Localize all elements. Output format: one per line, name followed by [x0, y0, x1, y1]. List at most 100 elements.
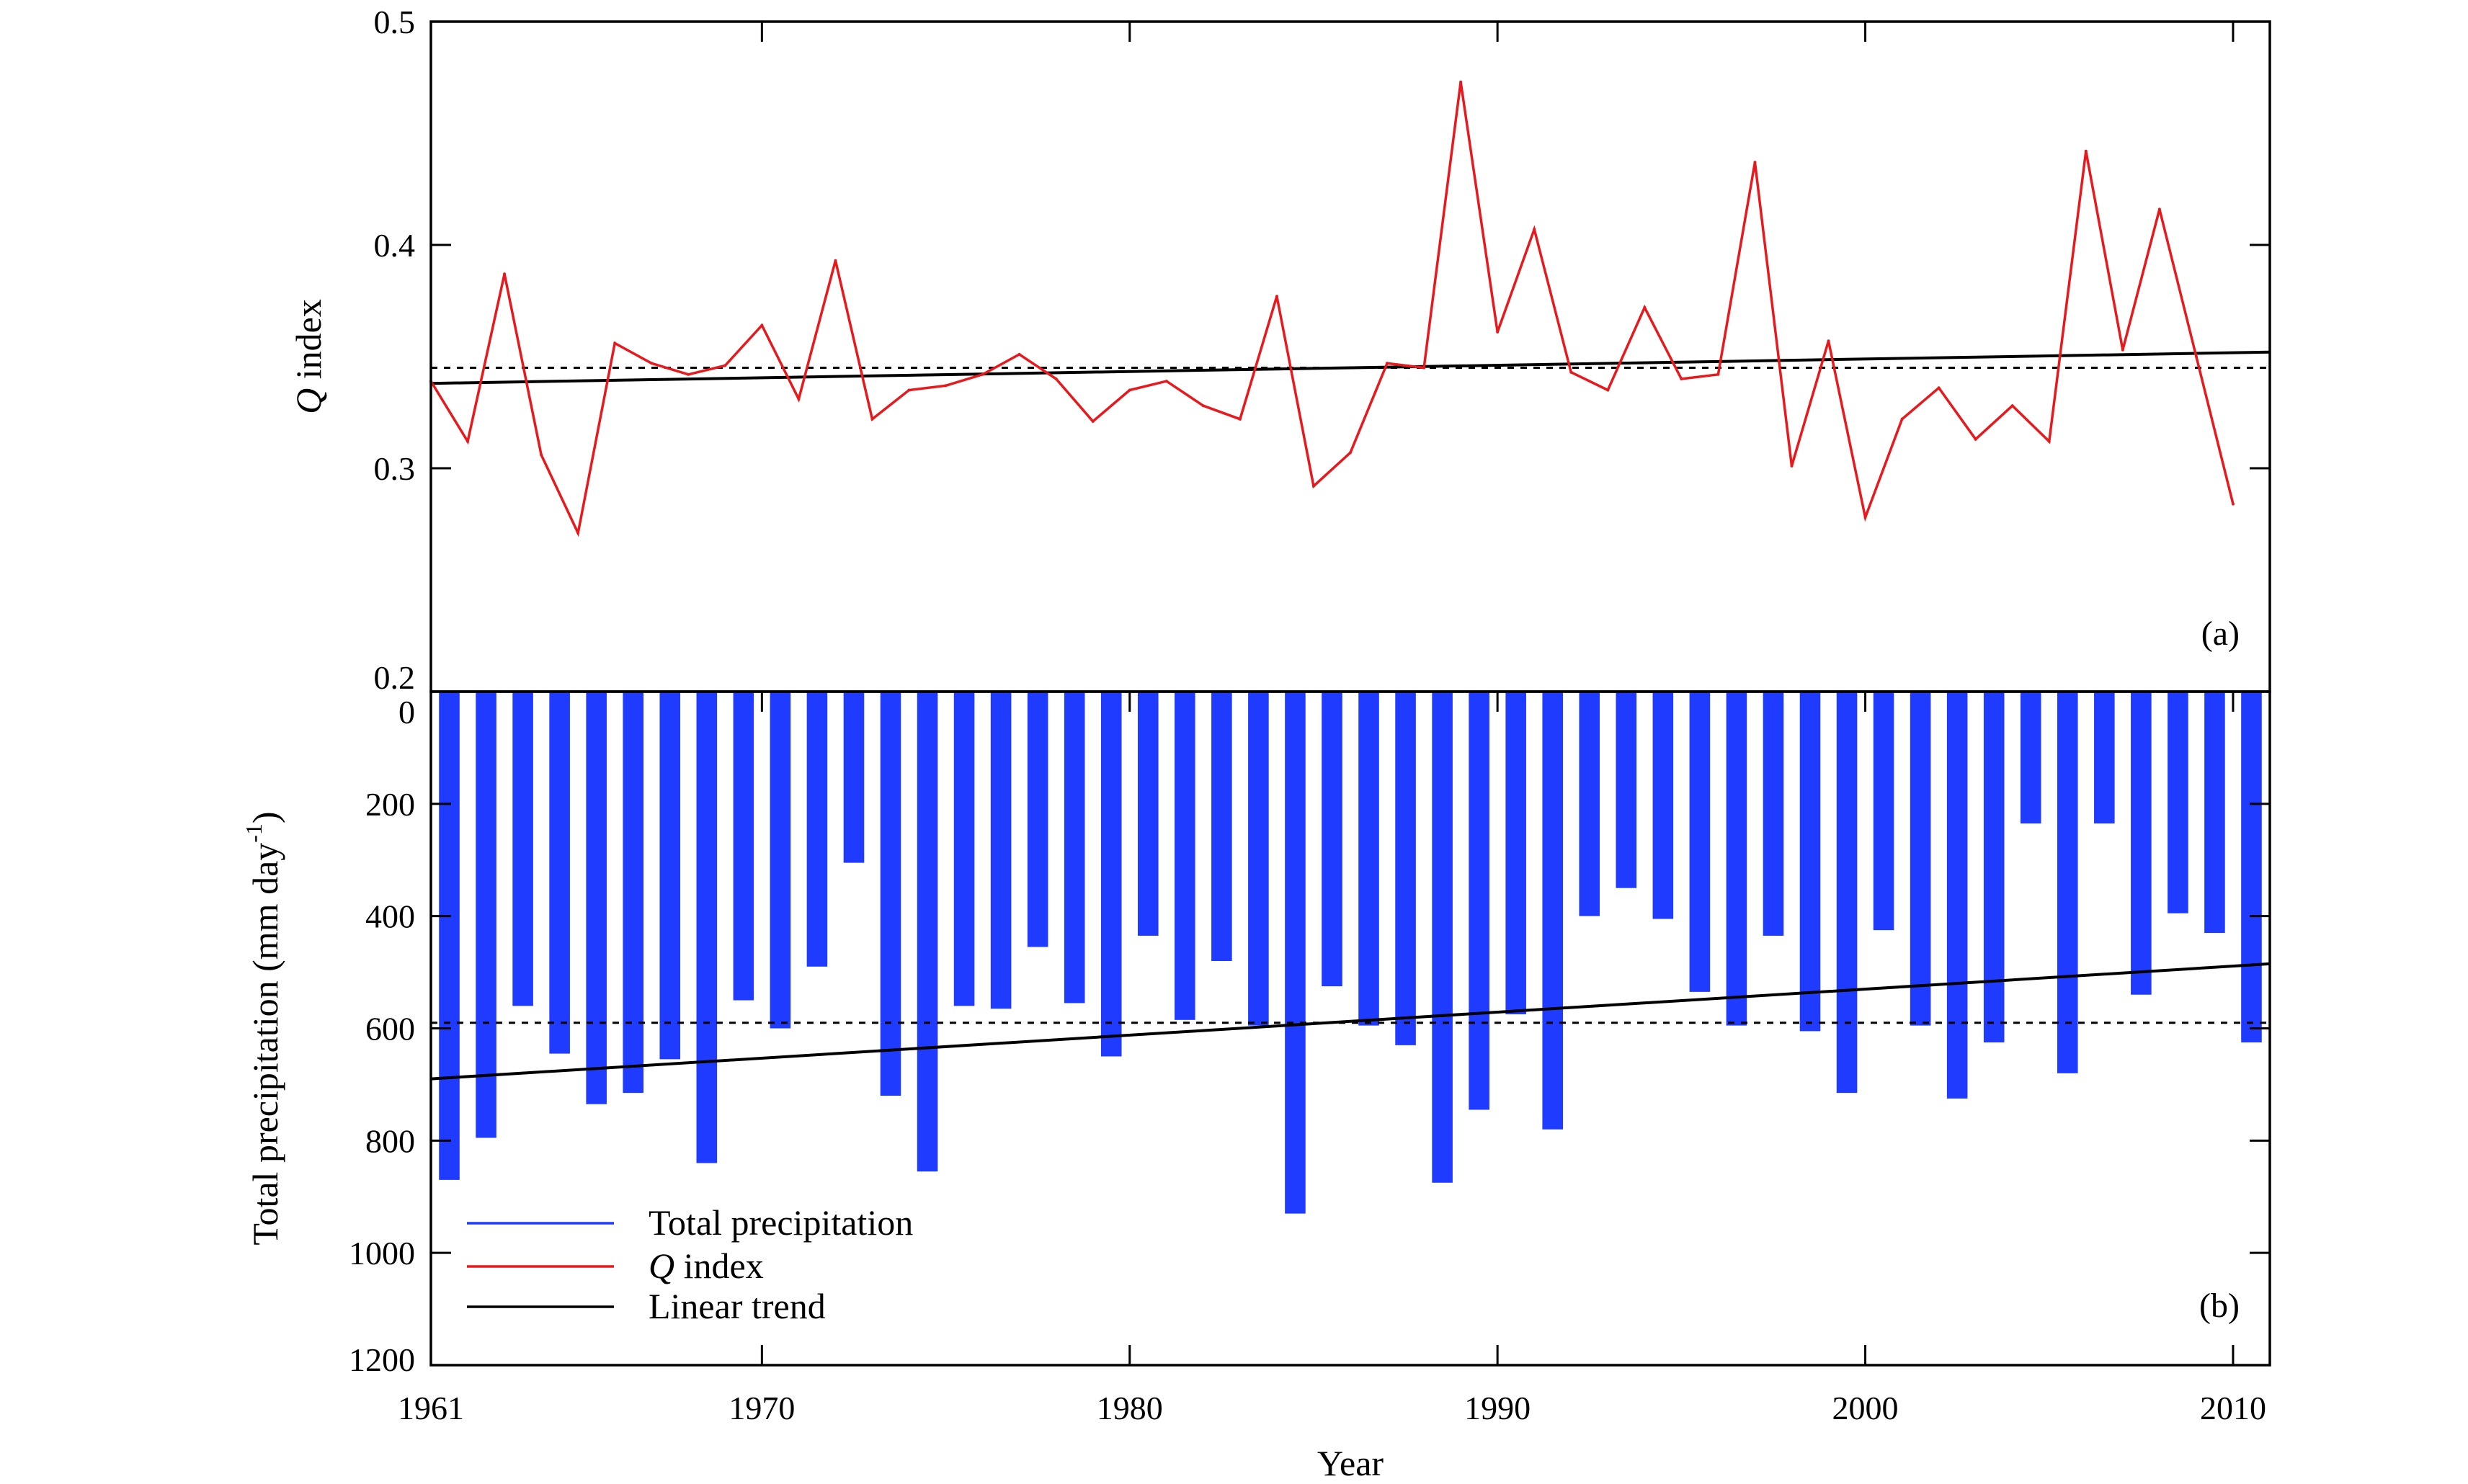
precipitation-bar [2131, 692, 2152, 995]
precipitation-bar [1211, 692, 1232, 961]
precipitation-bar [1100, 692, 1122, 1057]
panel-b-ytick-label: 1200 [349, 1341, 415, 1378]
q-index-point [1974, 437, 1977, 441]
panel-b-ytick-label: 800 [365, 1122, 415, 1159]
q-index-point [1349, 451, 1352, 455]
q-index-point [1386, 362, 1389, 365]
precipitation-bar [2057, 692, 2078, 1073]
q-index-point [1017, 352, 1021, 356]
panel-b-reference-lines [430, 962, 2271, 1081]
precipitation-bar [549, 692, 570, 1054]
panel-a-tag: (a) [2201, 614, 2240, 653]
panel-b-ytick-label: 1000 [349, 1235, 415, 1271]
q-index-point [2084, 149, 2088, 153]
q-index-line [429, 81, 2235, 537]
q-index-point [1238, 417, 1242, 421]
x-tick-label: 1990 [1464, 1390, 1531, 1426]
precipitation-bar [843, 692, 865, 863]
precipitation-bar [733, 692, 754, 1001]
q-index-point [1091, 419, 1095, 423]
q-index-point [1643, 305, 1647, 309]
x-tick-label: 2010 [2200, 1390, 2266, 1426]
legend-label-total-precipitation: Total precipitation [649, 1202, 913, 1243]
panel-a-ytick-label: 0.3 [374, 450, 416, 487]
panel-b-y-axis-close: ) [245, 811, 285, 823]
precipitation-bar [2020, 692, 2041, 824]
x-tick-label: 1980 [1097, 1390, 1163, 1426]
q-index-point [613, 341, 617, 345]
q-index-point [503, 272, 507, 276]
panel-b-ytick-label: 0 [398, 694, 415, 730]
precipitation-bar [1726, 692, 1747, 1026]
x-tick-label: 2000 [1832, 1390, 1899, 1426]
q-index-point [1569, 370, 1573, 374]
precipitation-bar [1542, 692, 1564, 1130]
q-index-point [2121, 348, 2124, 352]
precipitation-bar [1652, 692, 1674, 919]
precipitation-bar [1137, 692, 1159, 936]
q-index-point [1201, 404, 1205, 408]
q-index-point [723, 364, 727, 367]
q-index-point [1164, 380, 1168, 383]
q-index-point [760, 323, 764, 327]
panel-a-series [429, 80, 2235, 537]
panel-b-y-axis-superscript: -1 [241, 823, 267, 843]
precipitation-bar [1873, 692, 1894, 931]
q-index-point [1900, 417, 1904, 421]
precipitation-bar [2204, 692, 2225, 934]
precipitation-bar [512, 692, 533, 1006]
precipitation-bar [1910, 692, 1931, 1026]
q-index-point [1937, 386, 1941, 390]
precipitation-bar [696, 692, 718, 1163]
q-index-point [944, 384, 948, 388]
q-index-point [1680, 377, 1683, 380]
precipitation-bar [1983, 692, 2005, 1042]
precipitation-bar [1469, 692, 1489, 1110]
precipitation-bar [1027, 692, 1048, 947]
precipitation-bar [953, 692, 975, 1006]
panel-b-y-ticks: 0 200 400 600 800 1000 1200 [349, 694, 2270, 1378]
precipitation-bar [1579, 692, 1600, 916]
panel-b-y-axis-title: Total precipitation (mm day-1) [241, 811, 285, 1245]
precipitation-bar [770, 692, 791, 1029]
panel-a-ytick-label: 0.2 [374, 659, 416, 696]
panel-a-y-axis-title: Q index [288, 299, 329, 414]
q-index-point [1311, 484, 1315, 488]
legend-q-symbol: Q [649, 1246, 674, 1286]
q-index-point [576, 531, 580, 535]
legend-label-q-index: Q index [649, 1246, 764, 1286]
q-index-point [1863, 516, 1867, 519]
x-axis-ticks: 1961 1970 1980 1990 2000 2010 [398, 22, 2266, 1426]
precipitation-bar [806, 692, 828, 967]
precipitation-bar [659, 692, 681, 1060]
plot-frames [429, 20, 2271, 1367]
panel-b-ytick-label: 400 [365, 898, 415, 935]
q-index-point [1496, 330, 1500, 334]
q-index-point [466, 439, 470, 443]
panel-b-frame [429, 690, 2271, 1367]
precipitation-bar [1358, 692, 1379, 1026]
panel-a-y-axis-symbol: Q [288, 388, 329, 414]
precipitation-bar [1175, 692, 1195, 1020]
panel-a-y-ticks: 0.2 0.3 0.4 0.5 [374, 4, 2270, 696]
precipitation-bar [1395, 692, 1416, 1045]
precipitation-bar [1432, 692, 1453, 1183]
q-index-point [2194, 355, 2198, 358]
panel-a: 0.2 0.3 0.4 0.5 (a) Q index [288, 4, 2271, 696]
precipitation-bar [1763, 692, 1784, 936]
q-index-point [1422, 366, 1426, 370]
precipitation-bar [1689, 692, 1711, 992]
panel-b-ytick-label: 200 [365, 786, 415, 823]
precipitation-bar [586, 692, 607, 1104]
q-index-point [1459, 80, 1463, 84]
q-index-point [1275, 295, 1278, 298]
q-index-point [1827, 339, 1830, 343]
q-index-point [2231, 502, 2235, 506]
q-index-point [1753, 161, 1757, 164]
precipitation-bar [2094, 692, 2115, 824]
q-index-point [2157, 207, 2161, 211]
precipitation-bar [1248, 692, 1269, 1026]
panel-b-tag: (b) [2199, 1287, 2240, 1325]
precipitation-bar [880, 692, 901, 1096]
